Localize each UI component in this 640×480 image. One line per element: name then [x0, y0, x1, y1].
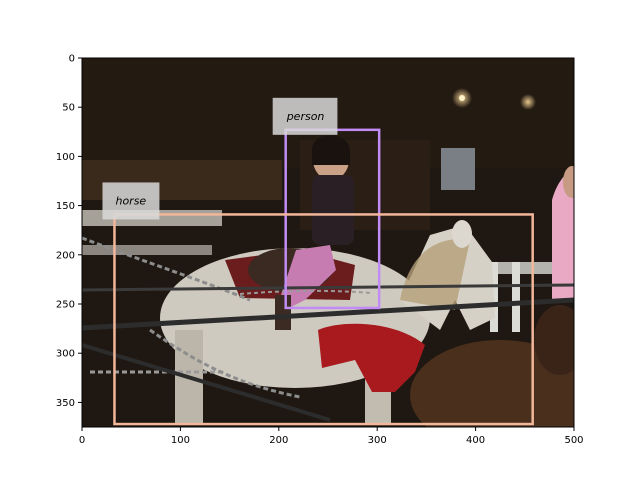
- y-tick-label: 150: [56, 201, 75, 212]
- detection-overlays: person horse: [102, 97, 534, 426]
- x-tick-label: 300: [368, 435, 387, 446]
- y-tick-label: 300: [56, 349, 75, 360]
- x-tick-label: 0: [79, 435, 85, 446]
- x-tick-label: 100: [171, 435, 190, 446]
- detection-label: person: [286, 110, 325, 123]
- bounding-box: [113, 213, 534, 426]
- y-tick-label: 100: [56, 152, 75, 163]
- label-background: [272, 97, 338, 135]
- detection-label: horse: [115, 194, 146, 207]
- y-tick-label: 50: [62, 103, 75, 114]
- detection-horse: horse: [102, 182, 534, 426]
- y-tick-label: 350: [56, 398, 75, 409]
- plot-frame: [81, 57, 575, 428]
- x-tick-label: 500: [564, 435, 583, 446]
- detection-person: person: [272, 97, 381, 310]
- x-tick-label: 400: [466, 435, 485, 446]
- y-tick-label: 0: [69, 54, 75, 65]
- y-tick-label: 200: [56, 250, 75, 261]
- y-tick-label: 250: [56, 300, 75, 311]
- label-background: [102, 182, 160, 220]
- axis-ticks: 0 100 200 300 400 500 0 50 100 150 200 250 300 350: [56, 54, 584, 447]
- x-tick-label: 200: [269, 435, 288, 446]
